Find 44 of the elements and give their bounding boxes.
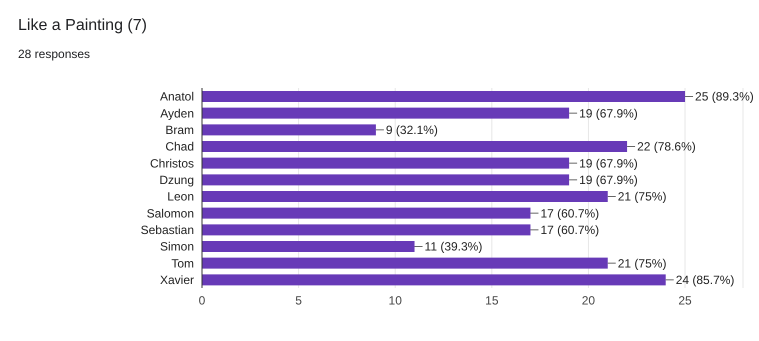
x-tick-label: 15: [485, 294, 499, 308]
bar: [202, 141, 628, 152]
x-tick-label: 10: [388, 294, 402, 308]
text: 28 responses: [18, 47, 90, 61]
data-label: 21 (75%): [618, 256, 666, 270]
data-label: 17 (60.7%): [540, 206, 600, 220]
bar: [202, 174, 570, 186]
chart-title: Like a Painting (7): [18, 17, 147, 35]
data-label: 9 (32.1%): [386, 123, 438, 138]
y-tick-label: Bram: [165, 122, 194, 137]
y-tick-label: Xavier: [160, 272, 194, 287]
y-tick-label: Salomon: [146, 206, 194, 220]
y-tick-label: Christos: [150, 156, 194, 170]
bar: [202, 208, 530, 219]
data-label: 22 (78.6%): [637, 140, 696, 154]
data-label: 11 (39.3%): [424, 240, 482, 254]
data-label: 25 (89.3%): [695, 90, 754, 104]
bar: [202, 224, 530, 236]
bar: [202, 258, 608, 269]
bar: [202, 124, 376, 136]
data-label: 21 (75%): [618, 190, 666, 204]
y-tick-label: Anatol: [160, 90, 194, 104]
bar: [202, 158, 570, 169]
y-tick-label: Dzung: [159, 172, 194, 187]
bar: [202, 274, 666, 286]
data-label: 24 (85.7%): [676, 273, 734, 288]
x-tick-label: 5: [295, 294, 302, 308]
data-label: 17 (60.7%): [540, 223, 600, 238]
bar: [202, 191, 608, 202]
x-tick-label: 25: [678, 294, 692, 308]
y-tick-label: Sebastian: [140, 222, 194, 237]
data-label: 19 (67.9%): [579, 173, 638, 188]
data-label: 19 (67.9%): [579, 106, 638, 120]
y-tick-label: Leon: [167, 190, 194, 204]
y-tick-label: Ayden: [160, 106, 194, 120]
data-label: 19 (67.9%): [579, 156, 638, 170]
y-tick-label: Tom: [171, 256, 194, 270]
bar: [202, 241, 415, 252]
y-tick-label: Chad: [165, 140, 194, 154]
bar: [202, 91, 686, 102]
bar: [202, 108, 570, 119]
y-tick-label: Simon: [160, 240, 194, 254]
x-tick-label: 0: [198, 294, 206, 308]
x-tick-label: 20: [582, 294, 596, 308]
